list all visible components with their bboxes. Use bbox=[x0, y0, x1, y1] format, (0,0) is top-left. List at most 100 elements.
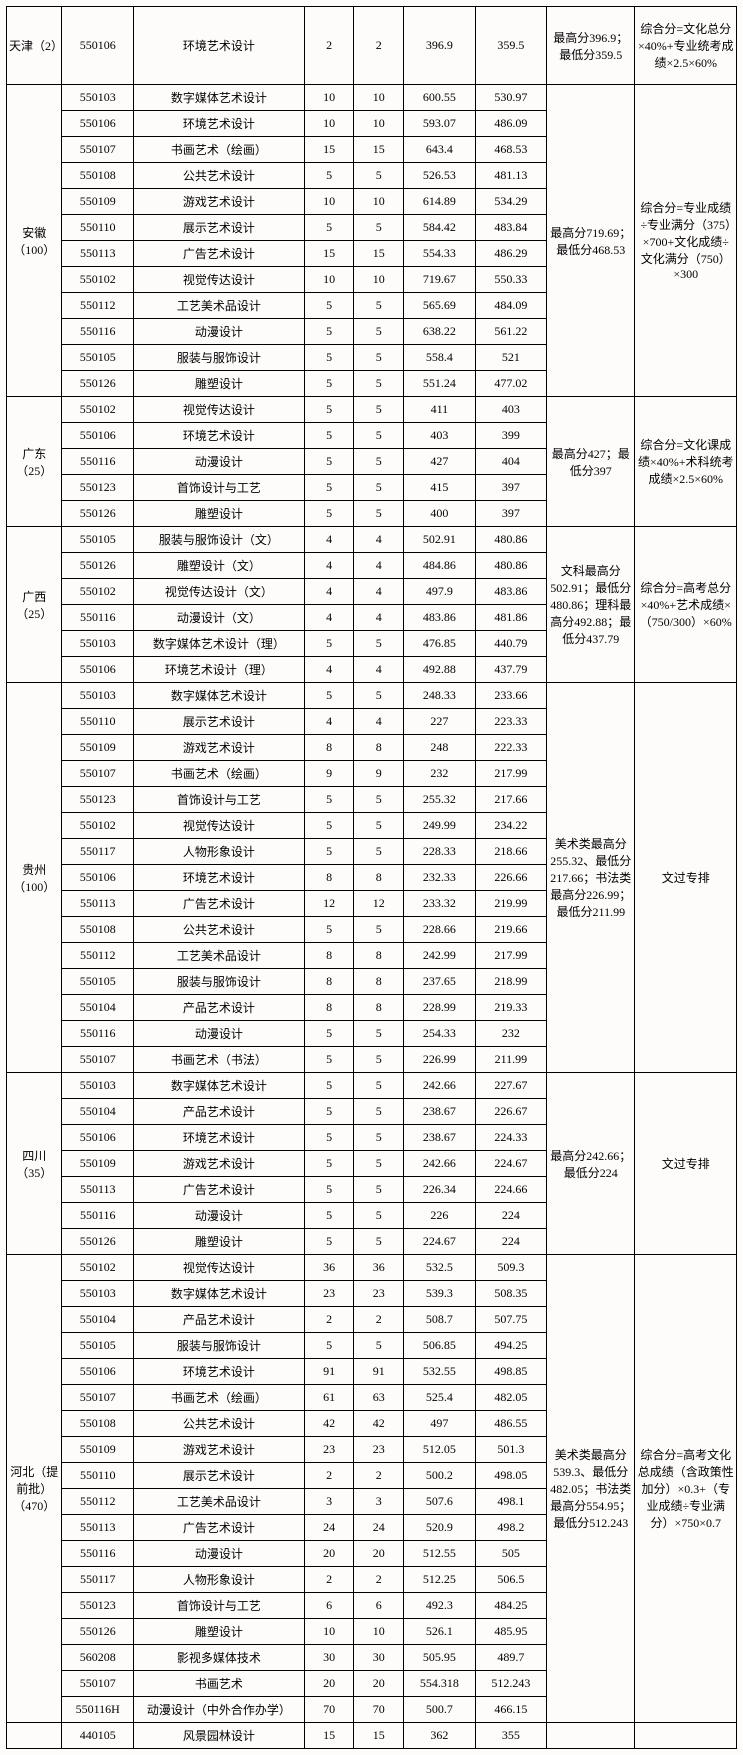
range-cell: 最高分427；最低分397 bbox=[547, 397, 635, 527]
enroll-num-cell: 5 bbox=[354, 1099, 404, 1125]
major-cell: 环境艺术设计 bbox=[134, 423, 305, 449]
province-cell: 广西（25） bbox=[7, 527, 62, 683]
min-score-cell: 219.99 bbox=[475, 891, 547, 917]
province-cell: 四川（35） bbox=[7, 1073, 62, 1255]
enroll-num-cell: 5 bbox=[354, 319, 404, 345]
major-cell: 人物形象设计 bbox=[134, 1567, 305, 1593]
plan-num-cell: 5 bbox=[304, 1177, 354, 1203]
major-cell: 服装与服饰设计 bbox=[134, 1333, 305, 1359]
min-score-cell: 437.79 bbox=[475, 657, 547, 683]
plan-num-cell: 5 bbox=[304, 501, 354, 527]
plan-num-cell: 5 bbox=[304, 345, 354, 371]
code-cell: 550110 bbox=[62, 709, 134, 735]
code-cell: 550116 bbox=[62, 319, 134, 345]
major-cell: 环境艺术设计 bbox=[134, 865, 305, 891]
min-score-cell: 219.66 bbox=[475, 917, 547, 943]
major-cell: 产品艺术设计 bbox=[134, 995, 305, 1021]
enroll-num-cell: 4 bbox=[354, 709, 404, 735]
plan-num-cell: 4 bbox=[304, 657, 354, 683]
enroll-num-cell: 9 bbox=[354, 761, 404, 787]
code-cell: 550104 bbox=[62, 1099, 134, 1125]
major-cell: 雕塑设计 bbox=[134, 501, 305, 527]
min-score-cell: 468.53 bbox=[475, 137, 547, 163]
min-score-cell: 481.86 bbox=[475, 605, 547, 631]
major-cell: 游戏艺术设计 bbox=[134, 1437, 305, 1463]
min-score-cell: 217.99 bbox=[475, 943, 547, 969]
code-cell: 550116H bbox=[62, 1697, 134, 1723]
max-score-cell: 497.9 bbox=[404, 579, 476, 605]
max-score-cell: 227 bbox=[404, 709, 476, 735]
min-score-cell: 224.33 bbox=[475, 1125, 547, 1151]
plan-num-cell: 5 bbox=[304, 839, 354, 865]
formula-cell bbox=[635, 1723, 737, 1749]
max-score-cell: 483.86 bbox=[404, 605, 476, 631]
max-score-cell: 554.318 bbox=[404, 1671, 476, 1697]
max-score-cell: 525.4 bbox=[404, 1385, 476, 1411]
province-cell: 河北（提前批）（470） bbox=[7, 1255, 62, 1723]
max-score-cell: 427 bbox=[404, 449, 476, 475]
plan-num-cell: 5 bbox=[304, 163, 354, 189]
code-cell: 550102 bbox=[62, 1255, 134, 1281]
plan-num-cell: 5 bbox=[304, 1073, 354, 1099]
plan-num-cell: 5 bbox=[304, 1047, 354, 1073]
enroll-num-cell: 10 bbox=[354, 267, 404, 293]
code-cell: 550106 bbox=[62, 7, 134, 85]
enroll-num-cell: 63 bbox=[354, 1385, 404, 1411]
table-row: 广西（25）550105服装与服饰设计（文）44502.91480.86文科最高… bbox=[7, 527, 737, 553]
max-score-cell: 500.7 bbox=[404, 1697, 476, 1723]
max-score-cell: 638.22 bbox=[404, 319, 476, 345]
min-score-cell: 550.33 bbox=[475, 267, 547, 293]
plan-num-cell: 4 bbox=[304, 709, 354, 735]
max-score-cell: 520.9 bbox=[404, 1515, 476, 1541]
enroll-num-cell: 5 bbox=[354, 345, 404, 371]
code-cell: 550123 bbox=[62, 1593, 134, 1619]
enroll-num-cell: 5 bbox=[354, 917, 404, 943]
major-cell: 工艺美术品设计 bbox=[134, 943, 305, 969]
plan-num-cell: 5 bbox=[304, 475, 354, 501]
plan-num-cell: 42 bbox=[304, 1411, 354, 1437]
major-cell: 广告艺术设计 bbox=[134, 1515, 305, 1541]
enroll-num-cell: 5 bbox=[354, 1333, 404, 1359]
plan-num-cell: 36 bbox=[304, 1255, 354, 1281]
code-cell: 550106 bbox=[62, 111, 134, 137]
plan-num-cell: 5 bbox=[304, 371, 354, 397]
major-cell: 书画艺术 bbox=[134, 1671, 305, 1697]
table-row: 贵州（100）550103数字媒体艺术设计55248.33233.66美术类最高… bbox=[7, 683, 737, 709]
enroll-num-cell: 6 bbox=[354, 1593, 404, 1619]
max-score-cell: 539.3 bbox=[404, 1281, 476, 1307]
code-cell: 550105 bbox=[62, 345, 134, 371]
max-score-cell: 508.7 bbox=[404, 1307, 476, 1333]
enroll-num-cell: 5 bbox=[354, 397, 404, 423]
max-score-cell: 411 bbox=[404, 397, 476, 423]
max-score-cell: 237.65 bbox=[404, 969, 476, 995]
major-cell: 书画艺术（绘画） bbox=[134, 761, 305, 787]
table-row: 四川（35）550103数字媒体艺术设计55242.66227.67最高分242… bbox=[7, 1073, 737, 1099]
plan-num-cell: 4 bbox=[304, 553, 354, 579]
code-cell: 550109 bbox=[62, 1437, 134, 1463]
code-cell: 550110 bbox=[62, 215, 134, 241]
max-score-cell: 643.4 bbox=[404, 137, 476, 163]
max-score-cell: 565.69 bbox=[404, 293, 476, 319]
plan-num-cell: 23 bbox=[304, 1281, 354, 1307]
min-score-cell: 486.09 bbox=[475, 111, 547, 137]
min-score-cell: 501.3 bbox=[475, 1437, 547, 1463]
plan-num-cell: 9 bbox=[304, 761, 354, 787]
major-cell: 视觉传达设计（文） bbox=[134, 579, 305, 605]
min-score-cell: 227.67 bbox=[475, 1073, 547, 1099]
code-cell: 550104 bbox=[62, 1307, 134, 1333]
plan-num-cell: 20 bbox=[304, 1671, 354, 1697]
enroll-num-cell: 5 bbox=[354, 1177, 404, 1203]
plan-num-cell: 5 bbox=[304, 1203, 354, 1229]
plan-num-cell: 5 bbox=[304, 423, 354, 449]
min-score-cell: 397 bbox=[475, 501, 547, 527]
major-cell: 动漫设计 bbox=[134, 319, 305, 345]
enroll-num-cell: 4 bbox=[354, 527, 404, 553]
enroll-num-cell: 5 bbox=[354, 423, 404, 449]
province-cell: 广东（25） bbox=[7, 397, 62, 527]
plan-num-cell: 5 bbox=[304, 631, 354, 657]
code-cell: 550102 bbox=[62, 397, 134, 423]
code-cell: 550105 bbox=[62, 1333, 134, 1359]
admission-table: 天津（2）550106环境艺术设计22396.9359.5最高分396.9；最低… bbox=[6, 6, 737, 1749]
plan-num-cell: 4 bbox=[304, 605, 354, 631]
code-cell: 550107 bbox=[62, 1671, 134, 1697]
